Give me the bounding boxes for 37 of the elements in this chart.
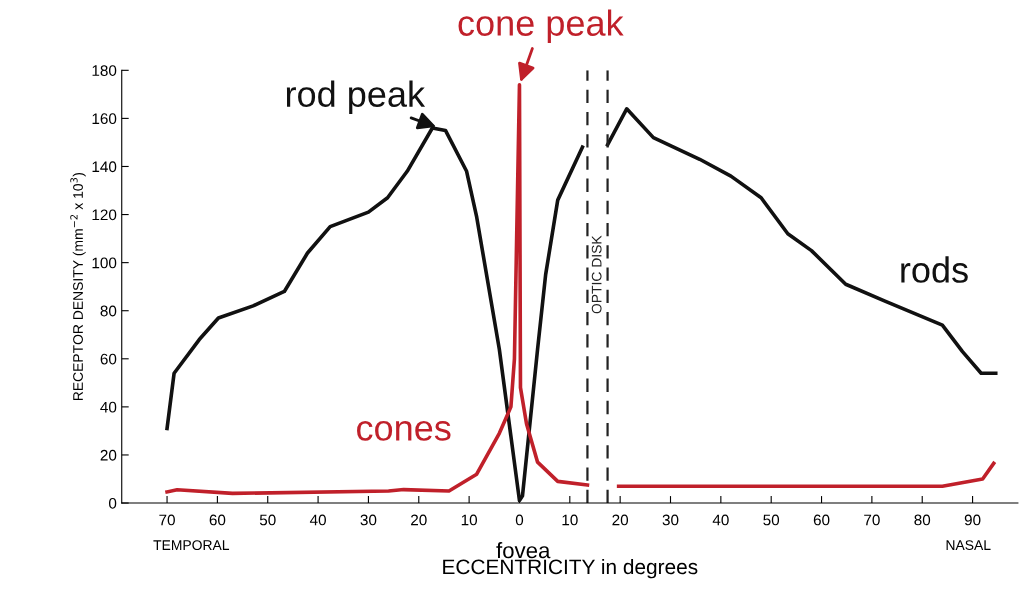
annotation: cone peak	[458, 9, 624, 44]
x-tick-label: 30	[360, 514, 377, 526]
x-tick-label: 60	[813, 514, 830, 526]
x-tick-label: 40	[712, 514, 729, 526]
x-tick-label: 50	[763, 514, 780, 526]
x-tick-label: 40	[309, 514, 326, 526]
y-axis-title: RECEPTOR DENSITY (mm$^{−2}$ x 10$^{3}$)	[70, 173, 86, 401]
y-tick-label: 80	[100, 305, 117, 317]
x-tick-label: 70	[864, 514, 880, 526]
x-tick-label: 20	[612, 514, 629, 526]
x-tick-label: 60	[209, 514, 226, 526]
x-tick-label: 90	[964, 514, 981, 526]
series-label: rods	[901, 256, 968, 283]
y-tick-label: 140	[92, 161, 117, 173]
x-tick-label: 50	[259, 514, 276, 526]
x-tick-label: 80	[914, 514, 931, 526]
x-tick-label: 70	[159, 514, 175, 526]
text: TEMPORAL	[153, 540, 230, 551]
text: NASAL	[946, 540, 991, 551]
x-tick-label: 10	[562, 514, 578, 526]
annotation: rod peak	[286, 80, 426, 115]
x-tick-label: 20	[411, 514, 427, 526]
y-tick-label: 100	[92, 257, 117, 269]
ref-line-label: OPTIC DISK	[591, 235, 602, 314]
y-tick-label: 20	[100, 449, 117, 461]
series-label: cones	[357, 420, 451, 441]
y-tick-label: 160	[92, 113, 117, 125]
x-axis-title: ECCENTRICITY in degrees	[443, 558, 698, 579]
y-tick-label: 60	[100, 353, 117, 365]
y-tick-label: 120	[92, 209, 117, 221]
y-tick-label: 0	[108, 497, 117, 509]
y-tick-label: 180	[92, 65, 117, 76]
text: fovea	[496, 542, 551, 559]
x-tick-label: 0	[515, 514, 524, 526]
y-tick-label: 40	[100, 401, 117, 413]
x-tick-label: 30	[662, 514, 679, 526]
x-tick-label: 10	[461, 514, 478, 526]
